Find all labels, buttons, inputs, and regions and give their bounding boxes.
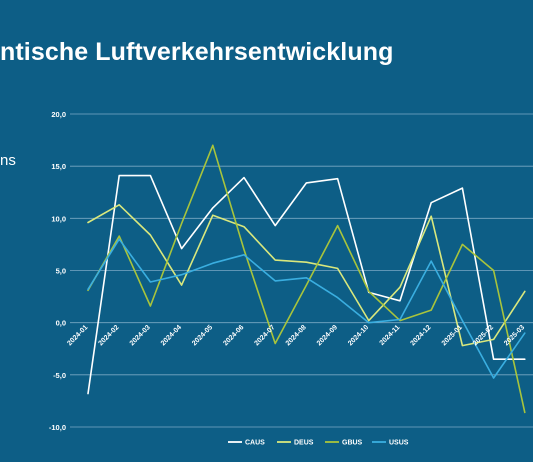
x-tick-label: 2024-02: [97, 324, 120, 347]
x-tick-label: 2024-11: [379, 324, 402, 347]
series-line-caus: [87, 174, 526, 395]
x-tick-label: 2024-04: [160, 324, 183, 347]
x-tick-label: 2024-10: [347, 324, 370, 347]
series-line-deus: [87, 204, 526, 347]
y-tick-label: -5,0: [53, 371, 66, 380]
y-tick-label: 10,0: [51, 214, 66, 223]
x-tick-label: 2024-12: [409, 324, 432, 347]
x-tick-label: 2024-03: [129, 324, 152, 347]
y-tick-label: 15,0: [51, 162, 66, 171]
series-line-gbus: [87, 144, 526, 414]
x-tick-label: 2024-09: [316, 324, 339, 347]
page-title: ntische Luftverkehrsentwicklung: [0, 38, 394, 66]
x-tick-label: 2024-05: [191, 324, 214, 347]
legend-entry: CAUS: [245, 440, 265, 447]
x-tick-label: 2025-02: [472, 324, 495, 347]
x-tick-label: 2024-08: [285, 324, 308, 347]
y-tick-label: 20,0: [51, 110, 66, 119]
legend-entry: DEUS: [294, 440, 314, 447]
y-tick-label: 0,0: [56, 319, 66, 328]
x-tick-label: 2024-01: [66, 324, 89, 347]
side-text: ns: [0, 152, 16, 169]
x-tick-label: 2024-06: [222, 324, 245, 347]
y-tick-label: -10,0: [49, 423, 66, 432]
series-line-usus: [87, 238, 526, 379]
legend-entry: GBUS: [342, 440, 363, 447]
legend-entry: USUS: [389, 440, 409, 447]
y-tick-label: 5,0: [56, 267, 66, 276]
